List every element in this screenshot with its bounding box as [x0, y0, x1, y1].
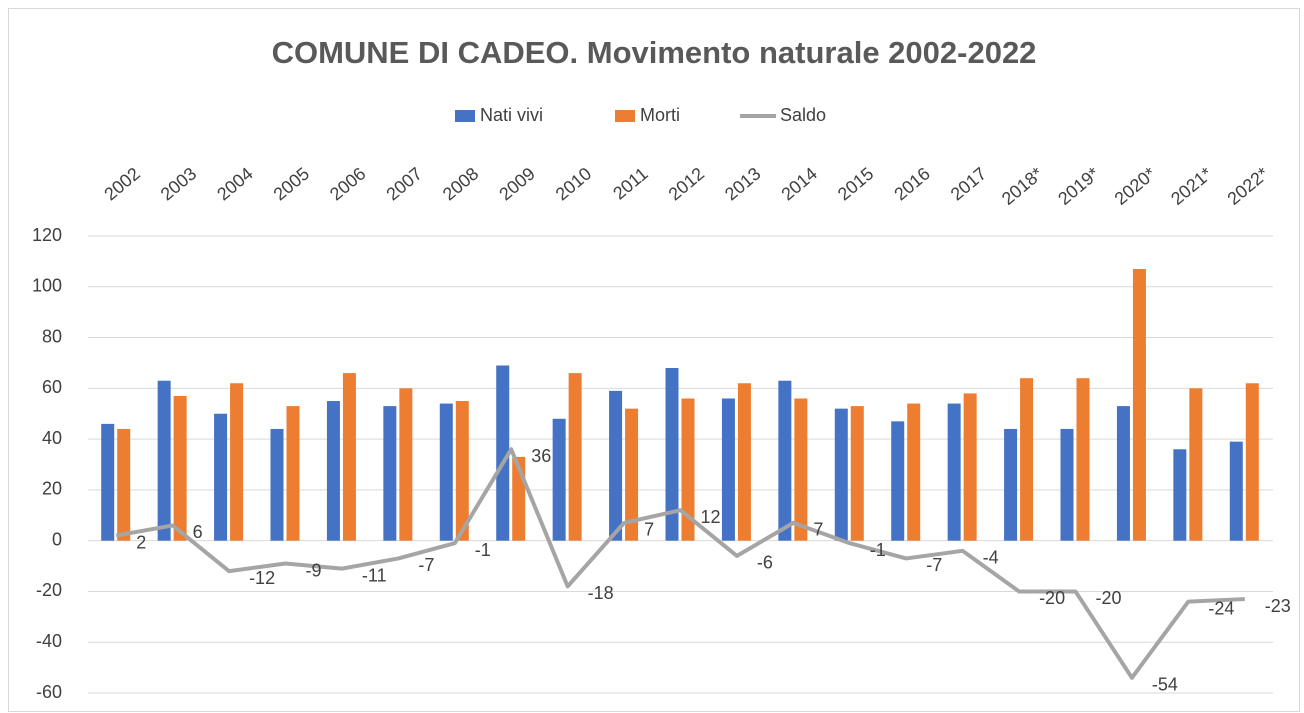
data-label: 6 — [193, 522, 203, 542]
bar — [214, 413, 228, 541]
bar — [552, 418, 566, 541]
bar — [794, 398, 808, 541]
legend-swatch — [455, 110, 475, 122]
bar — [737, 383, 751, 541]
bar — [681, 398, 695, 541]
data-label: -11 — [362, 565, 387, 585]
data-label: -20 — [1039, 588, 1065, 608]
y-tick-label: -60 — [36, 682, 62, 702]
bar — [778, 380, 792, 541]
data-label: -7 — [418, 555, 434, 575]
legend-label: Nati vivi — [480, 105, 543, 125]
data-label: 7 — [813, 520, 823, 540]
bar — [1116, 406, 1130, 541]
data-label: -54 — [1152, 675, 1178, 695]
y-tick-label: -20 — [36, 580, 62, 600]
bar — [1189, 388, 1203, 541]
data-label: -6 — [757, 553, 773, 573]
bar — [270, 428, 284, 541]
bar — [101, 423, 115, 541]
bar — [455, 401, 469, 541]
bar — [230, 383, 244, 541]
chart-title: COMUNE DI CADEO. Movimento naturale 2002… — [272, 35, 1037, 70]
bar — [1004, 428, 1018, 541]
data-label: -20 — [1096, 588, 1122, 608]
y-tick-label: 120 — [32, 225, 62, 245]
bar — [1020, 378, 1034, 541]
data-label: 7 — [644, 520, 654, 540]
bar — [383, 406, 397, 541]
data-label: 12 — [701, 507, 721, 527]
data-label: -1 — [870, 540, 886, 560]
bar — [117, 428, 131, 541]
data-label: -7 — [926, 555, 942, 575]
bar — [1245, 383, 1259, 541]
data-label: -18 — [588, 583, 614, 603]
bar — [1229, 441, 1243, 541]
y-tick-label: 0 — [52, 529, 62, 549]
y-tick-label: 60 — [42, 377, 62, 397]
bar — [496, 365, 510, 541]
legend-label: Morti — [640, 105, 680, 125]
y-tick-label: 40 — [42, 428, 62, 448]
bar — [342, 373, 356, 541]
bar — [963, 393, 977, 541]
bar — [1076, 378, 1090, 541]
bar — [625, 408, 639, 541]
data-label: -1 — [475, 540, 491, 560]
bar — [173, 395, 187, 541]
bar — [665, 368, 679, 541]
chart-border — [8, 8, 1300, 712]
y-tick-label: 80 — [42, 326, 62, 346]
data-label: 36 — [531, 446, 551, 466]
bar — [157, 380, 171, 541]
y-tick-label: -40 — [36, 631, 62, 651]
bar — [850, 406, 864, 541]
bar — [1173, 449, 1187, 541]
bar — [947, 403, 961, 541]
y-tick-label: 100 — [32, 276, 62, 296]
bar — [326, 401, 340, 541]
data-label: 2 — [136, 532, 146, 552]
data-label: -23 — [1265, 596, 1291, 616]
bar — [834, 408, 848, 541]
data-label: -9 — [306, 560, 322, 580]
bar — [399, 388, 413, 541]
legend-swatch — [615, 110, 635, 122]
bar — [609, 390, 623, 541]
legend-label: Saldo — [780, 105, 826, 125]
y-tick-label: 20 — [42, 479, 62, 499]
data-label: -12 — [249, 568, 275, 588]
bar — [568, 373, 582, 541]
bar — [907, 403, 921, 541]
bar — [1132, 269, 1146, 541]
data-label: -24 — [1208, 598, 1234, 618]
bar — [1060, 428, 1074, 541]
bar — [286, 406, 300, 541]
line — [115, 447, 1245, 680]
bar — [721, 398, 735, 541]
bar — [439, 403, 453, 541]
bar — [891, 421, 905, 541]
data-label: -4 — [983, 548, 999, 568]
